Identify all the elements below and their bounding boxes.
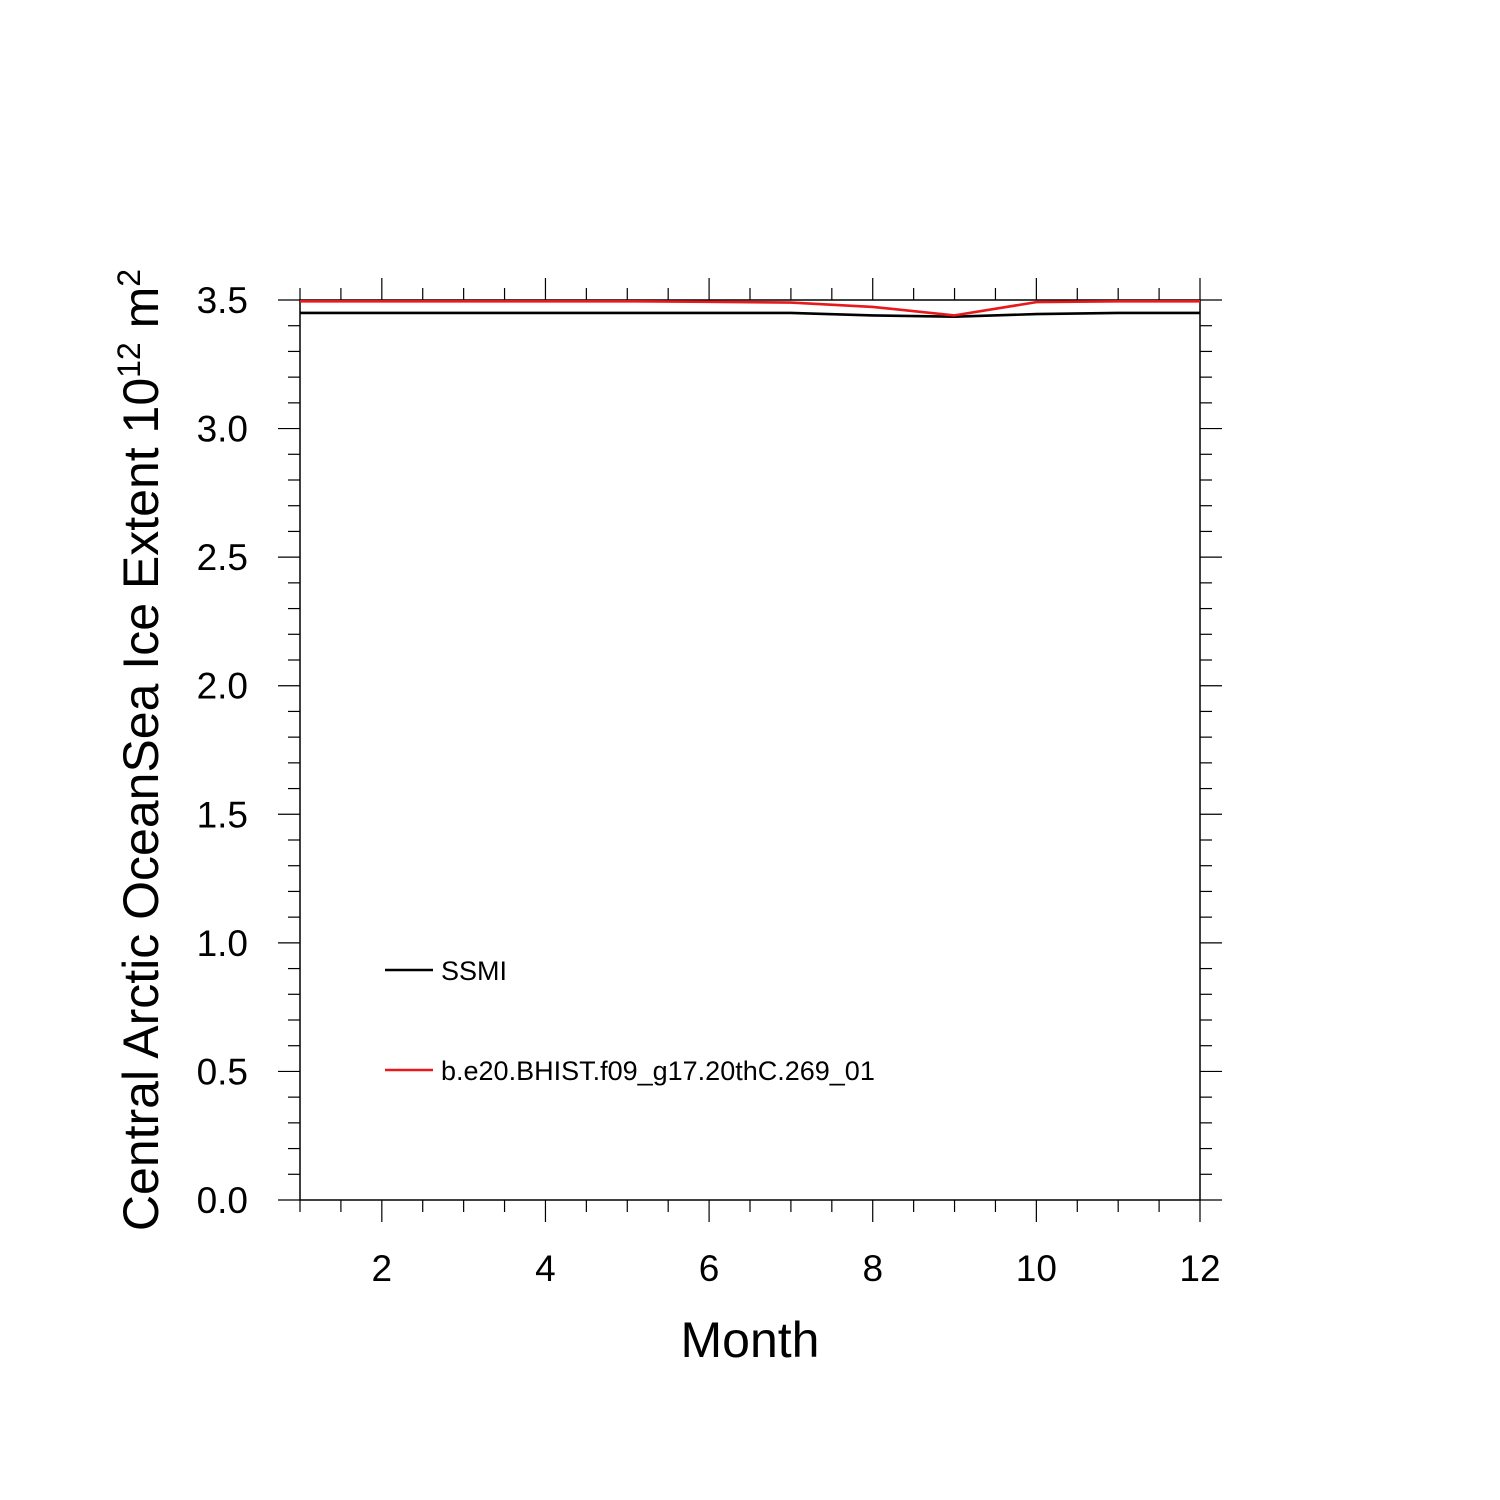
y-tick-label: 0.0 [197, 1180, 248, 1221]
y-tick-label: 2.0 [197, 666, 248, 707]
y-axis-title: Central Arctic OceanSea Ice Extent 1012 … [111, 269, 169, 1231]
y-tick-label: 1.0 [197, 923, 248, 964]
legend-label-2: b.e20.BHIST.f09_g17.20thC.269_01 [441, 1056, 875, 1086]
y-axis-title-main: Central Arctic OceanSea Ice Extent 10 [113, 378, 169, 1231]
y-tick-label: 3.5 [197, 280, 248, 321]
y-axis-title-exponent: 12 [111, 342, 147, 378]
x-tick-label: 8 [862, 1248, 883, 1289]
y-tick-label: 2.5 [197, 537, 248, 578]
x-tick-label: 12 [1179, 1248, 1220, 1289]
axis-ticks [278, 278, 1222, 1222]
y-tick-label: 0.5 [197, 1051, 248, 1092]
series-line-1 [300, 311, 1200, 319]
y-tick-label: 1.5 [197, 794, 248, 835]
x-axis-title: Month [681, 1312, 820, 1368]
x-tick-label: 2 [372, 1248, 393, 1289]
y-tick-label: 3.0 [197, 409, 248, 450]
y-axis-title-unit: m [113, 287, 169, 343]
tick-labels: 2 4 6 8 10 12 0.0 0.5 1.0 1.5 2.0 2.5 3.0 3.5 [197, 280, 1221, 1289]
y-axis-title-unit-exponent: 2 [111, 269, 147, 287]
x-tick-label: 6 [699, 1248, 720, 1289]
x-tick-label: 4 [535, 1248, 556, 1289]
legend-label-1: SSMI [441, 956, 507, 986]
legend: SSMI b.e20.BHIST.f09_g17.20thC.269_01 [385, 956, 875, 1086]
series-line-2 [300, 299, 1200, 317]
x-tick-label: 10 [1016, 1248, 1057, 1289]
series-lines [300, 299, 1200, 319]
